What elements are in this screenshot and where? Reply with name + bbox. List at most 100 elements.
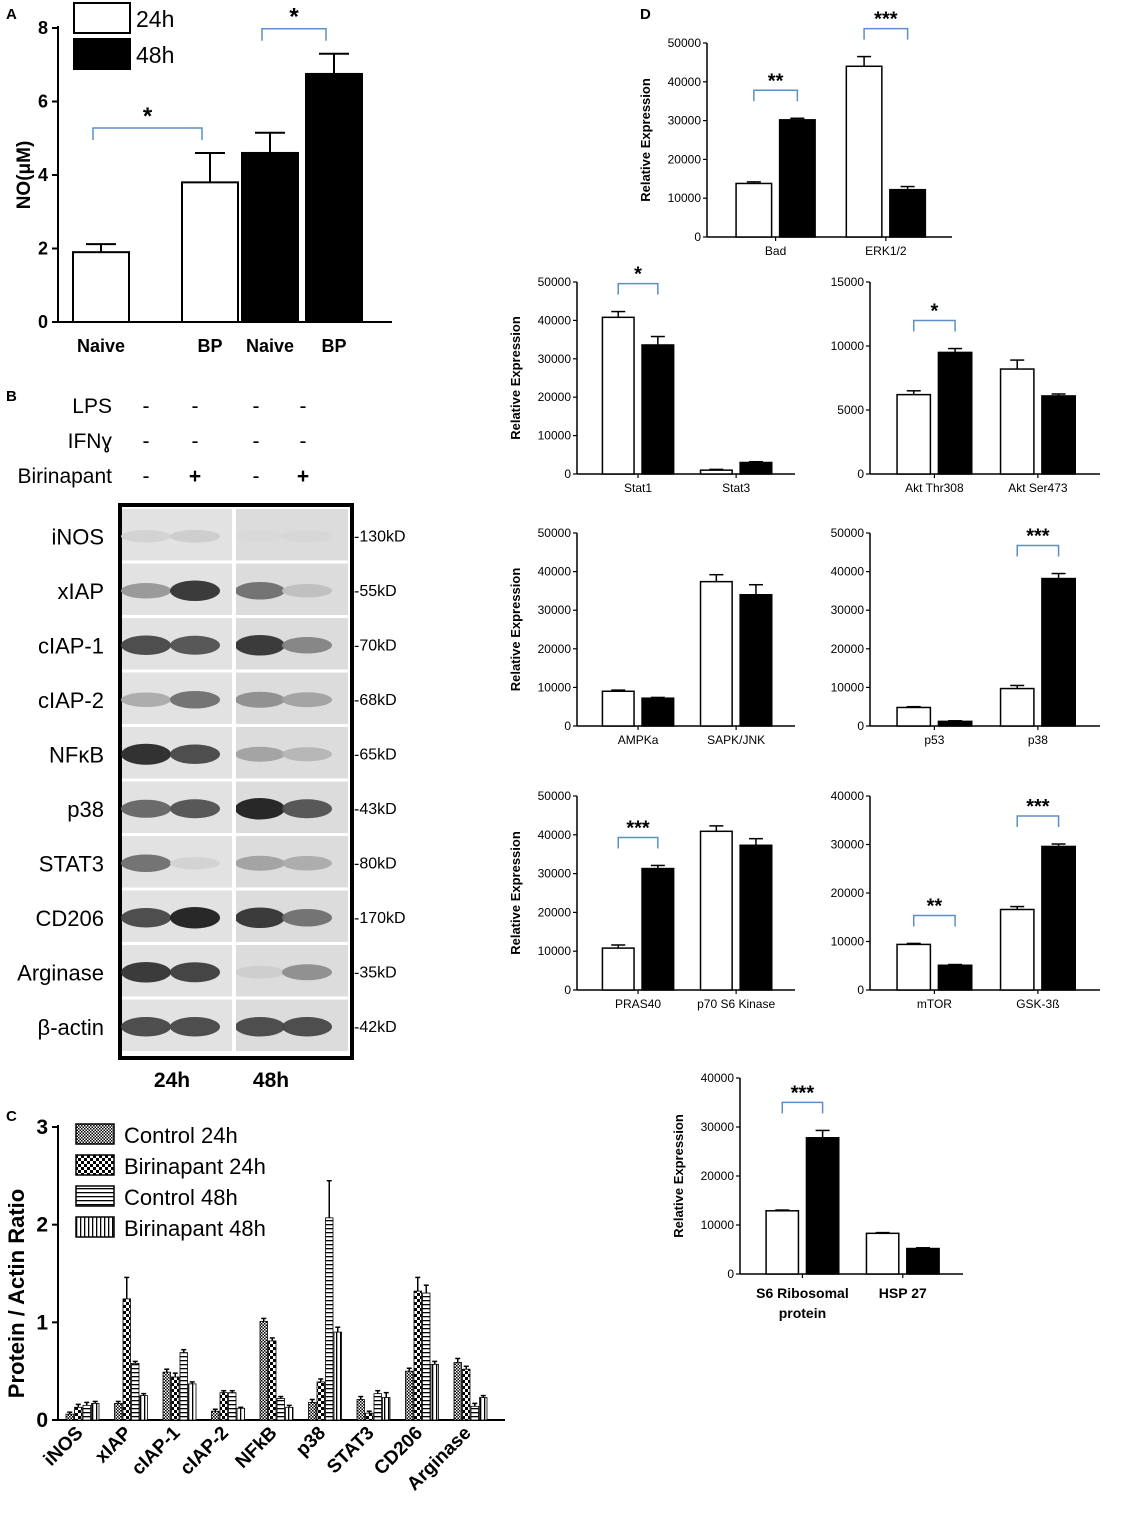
blot-band — [282, 747, 332, 762]
significance-stars: * — [143, 103, 153, 130]
protein-label: xIAP — [58, 579, 104, 604]
x-tick-label: p53 — [924, 733, 944, 747]
x-tick-label: mTOR — [917, 997, 952, 1011]
y-tick-label: 8 — [38, 18, 48, 38]
bar — [865, 1232, 900, 1275]
x-tick-label: Naive — [246, 336, 294, 356]
x-tick-label-line2: protein — [779, 1305, 826, 1321]
timepoint-label: 24h — [154, 1069, 190, 1092]
x-tick-label: HSP 27 — [879, 1285, 927, 1301]
blot-band — [235, 530, 285, 543]
y-tick-label: 20000 — [538, 642, 572, 656]
bar — [228, 1392, 237, 1421]
bar — [462, 1368, 471, 1421]
bar — [470, 1405, 479, 1421]
significance-stars: * — [634, 264, 642, 286]
legend-label: Birinapant 48h — [124, 1216, 266, 1241]
bar — [479, 1397, 488, 1421]
blot-band — [170, 529, 220, 543]
bar — [382, 1397, 391, 1421]
blot-band — [282, 799, 332, 819]
legend-swatch — [75, 1123, 115, 1145]
y-tick-label: 0 — [564, 719, 571, 733]
protein-label: iNOS — [51, 524, 104, 549]
blot-band — [170, 1017, 220, 1037]
y-tick-label: 20000 — [538, 390, 572, 404]
blot-band — [235, 907, 285, 928]
blot-band — [235, 798, 285, 820]
legend-swatch — [75, 1185, 115, 1207]
kd-label: -65kD — [354, 746, 397, 763]
y-axis-label: Relative Expression — [508, 316, 523, 440]
blot-band — [235, 635, 285, 656]
blot-band — [121, 1017, 171, 1037]
y-tick-label: 5000 — [837, 403, 864, 417]
bar — [65, 1413, 74, 1421]
kd-label: -130kD — [354, 528, 406, 545]
protein-label: cIAP-2 — [38, 688, 104, 713]
y-tick-label: 4 — [38, 165, 48, 185]
bar — [162, 1371, 171, 1421]
bar — [91, 1402, 100, 1421]
blot-band — [121, 692, 171, 707]
y-tick-label: 20000 — [831, 886, 865, 900]
bar — [236, 1407, 245, 1421]
bar — [219, 1392, 228, 1421]
bar — [241, 151, 299, 323]
bar — [188, 1383, 197, 1421]
kd-label: -80kD — [354, 855, 397, 872]
panel-label-a: A — [6, 6, 17, 23]
treatment-sign: + — [297, 465, 309, 488]
panel-label-d: D — [640, 6, 651, 23]
blot-band — [121, 530, 171, 543]
y-tick-label: 0 — [857, 467, 864, 481]
x-tick-label: Stat1 — [624, 481, 652, 495]
blot-band — [235, 1017, 285, 1037]
significance-stars: *** — [1026, 526, 1050, 548]
y-tick-label: 0 — [36, 1409, 48, 1432]
protein-label: p38 — [67, 797, 104, 822]
blot-band — [170, 580, 220, 601]
y-tick-label: 40000 — [668, 75, 702, 89]
blot-band — [121, 908, 171, 928]
bar — [285, 1406, 294, 1421]
y-tick-label: 50000 — [538, 275, 572, 289]
bar — [316, 1381, 325, 1421]
y-tick-label: 10000 — [538, 944, 572, 958]
blot-band — [121, 962, 171, 983]
y-tick-label: 10000 — [701, 1218, 735, 1232]
significance-bracket — [781, 1101, 824, 1114]
y-tick-label: 50000 — [538, 789, 572, 803]
y-tick-label: 30000 — [538, 352, 572, 366]
y-tick-label: 20000 — [668, 152, 702, 166]
bar — [999, 368, 1035, 475]
kd-label: -35kD — [354, 964, 397, 981]
x-tick-label: PRAS40 — [615, 997, 661, 1011]
bar — [739, 844, 773, 991]
bar — [373, 1393, 382, 1421]
kd-label: -55kD — [354, 583, 397, 600]
significance-stars: * — [931, 301, 939, 323]
blot-band — [282, 1017, 332, 1037]
y-axis-label: NO(μM) — [14, 141, 35, 210]
blot-band — [282, 530, 332, 543]
y-tick-label: 3 — [36, 1116, 48, 1139]
blot-band — [282, 856, 332, 871]
blot-band — [121, 583, 171, 599]
kd-label: -170kD — [354, 910, 406, 927]
bar — [82, 1404, 91, 1421]
chart-d4: 0 10000 20000 30000 40000 50000 Relative Expre… — [508, 526, 795, 747]
blot-band — [121, 743, 171, 765]
bar — [601, 690, 635, 727]
chart-d6: 0 10000 20000 30000 40000 50000 Relative Expre… — [508, 789, 795, 1011]
y-tick-label: 10000 — [831, 339, 865, 353]
y-tick-label: 50000 — [538, 526, 572, 540]
y-tick-label: 50000 — [668, 36, 702, 50]
protein-label: Arginase — [17, 960, 104, 985]
significance-bracket — [863, 27, 909, 40]
bar — [114, 1402, 123, 1421]
blot-band — [121, 635, 171, 655]
